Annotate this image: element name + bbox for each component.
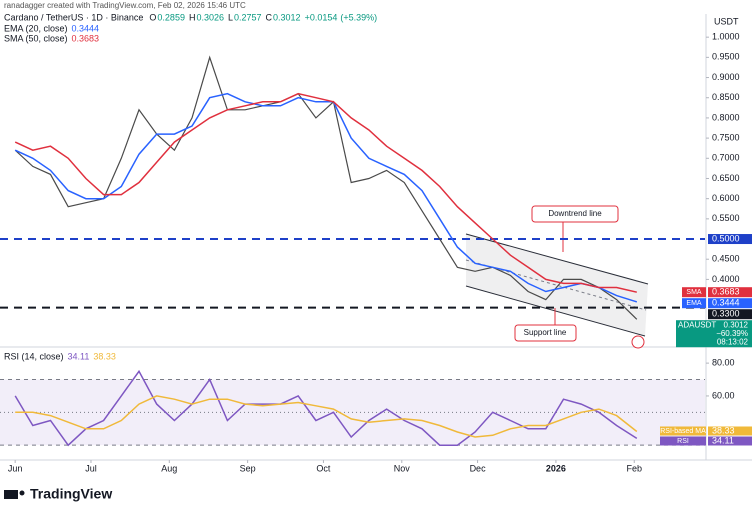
- x-tick-label: 2026: [546, 463, 566, 473]
- legend-value: 34.11: [68, 351, 90, 361]
- legend-value: 0.3444: [72, 23, 100, 33]
- series-line: [14, 92, 637, 293]
- x-tick-label: Nov: [394, 463, 411, 473]
- tag-box: [708, 426, 752, 436]
- tag-box: [708, 287, 752, 298]
- ohlc-value: 0.2859: [157, 12, 185, 22]
- axis-tag: RSI 34.11: [660, 435, 752, 446]
- tag-box: [682, 287, 706, 298]
- legend-value: 38.33: [93, 351, 116, 361]
- x-tick-label: Sep: [240, 463, 256, 473]
- tag-box: [708, 234, 752, 245]
- y-tick-label: 0.7500: [712, 132, 740, 142]
- y-tick-label: 0.8000: [712, 112, 740, 122]
- annotation-box: [531, 205, 619, 223]
- pane: 1.0000 0.9500 0.9000 0.8500 0.8000 0.7500 0.70…: [0, 16, 752, 348]
- tag-box: [708, 436, 752, 446]
- logo-mark: [4, 490, 18, 499]
- ohlc-value: 0.2757: [234, 12, 262, 22]
- ohlc-value: 0.3026: [196, 12, 224, 22]
- axis-unit: USDT: [714, 16, 739, 26]
- last-price: 0.3012: [724, 320, 749, 329]
- series-last: 34.11: [712, 435, 734, 445]
- tag-box: [708, 298, 752, 309]
- y-tick-label: 60.00: [712, 390, 735, 400]
- ohlc-value: 0.3012: [273, 12, 301, 22]
- y-tick-label: 0.7000: [712, 153, 740, 163]
- series-line: [14, 55, 638, 320]
- series-last: 38.33: [712, 425, 735, 435]
- change: +0.0154: [305, 12, 338, 22]
- tag-box: [660, 436, 706, 446]
- y-tick-label: 0.5500: [712, 213, 740, 223]
- x-tick-label: Aug: [161, 463, 177, 473]
- legend-label: SMA (50, close): [4, 33, 68, 43]
- series-tag: RSI: [677, 438, 689, 445]
- pane: 80.00 60.00 Jun Jul Aug Sep Oct Nov Dec 2026 Feb RS…: [0, 358, 752, 473]
- annotation: Support line: [524, 328, 567, 337]
- x-tick-label: Oct: [316, 463, 331, 473]
- y-tick-label: 0.6000: [712, 193, 740, 203]
- channel-fill: [466, 234, 648, 336]
- ohlc-label: C: [266, 12, 273, 22]
- x-tick-label: Jul: [85, 463, 97, 473]
- series-line: [15, 395, 638, 438]
- series-tag: SMA: [686, 289, 702, 296]
- change-pct: (+5.39%): [340, 12, 377, 22]
- x-tick-label: Jun: [8, 463, 23, 473]
- line-label: 0.3300: [712, 309, 740, 319]
- series-line: [14, 92, 638, 303]
- y-tick-label: 80.00: [712, 358, 735, 368]
- y-tick-label: 0.9500: [712, 52, 740, 62]
- countdown: 08:13:02: [717, 337, 749, 346]
- y-tick-label: 0.4000: [712, 274, 740, 284]
- tag-box: [682, 298, 706, 309]
- ohlc-label: L: [228, 12, 233, 22]
- change-label: −60.39%: [716, 329, 748, 338]
- event-icon: [631, 335, 645, 349]
- axis-tag: EMA 0.3444: [682, 298, 752, 309]
- logo-mark: [19, 490, 25, 496]
- y-tick-label: 0.6500: [712, 173, 740, 183]
- y-tick-label: 0.9000: [712, 72, 740, 82]
- tag-box: [708, 309, 752, 320]
- footer-logo: TradingView: [30, 486, 112, 502]
- axis-tag: RSI-based MA 38.33: [660, 425, 752, 436]
- symbol-label: ADAUSDT: [678, 320, 716, 329]
- tag-box: [676, 320, 752, 348]
- header: ranadagger created with TradingView.com,…: [4, 1, 246, 10]
- y-tick-label: 0.8500: [712, 92, 740, 102]
- axis-tag: 0.3300: [708, 309, 752, 320]
- axis-tag: ADAUSDT 0.3012−60.39%08:13:02: [676, 320, 752, 348]
- annotation-box: [514, 324, 577, 342]
- series-line: [14, 369, 638, 447]
- ohlc-label: O: [149, 12, 156, 22]
- x-tick-label: Dec: [470, 463, 487, 473]
- y-tick-label: 1.0000: [712, 32, 740, 42]
- axis-tag: 0.5000: [708, 233, 752, 245]
- axis-tag: SMA 0.3683: [682, 287, 752, 298]
- annotation: Downtrend line: [548, 209, 602, 218]
- indicator-title: RSI (14, close): [4, 351, 64, 361]
- line-label: 0.5000: [712, 233, 740, 243]
- legend-label: EMA (20, close): [4, 23, 68, 33]
- y-tick-label: 0.4500: [712, 254, 740, 264]
- series-last: 0.3444: [712, 298, 740, 308]
- series-last: 0.3683: [712, 287, 740, 297]
- tag-box: [660, 426, 706, 436]
- series-tag: EMA: [686, 300, 702, 307]
- series-tag: RSI-based MA: [660, 428, 706, 435]
- legend-value: 0.3683: [72, 33, 100, 43]
- ohlc-label: H: [189, 12, 196, 22]
- x-tick-label: Feb: [626, 463, 642, 473]
- symbol-title: Cardano / TetherUS · 1D · Binance: [4, 12, 143, 22]
